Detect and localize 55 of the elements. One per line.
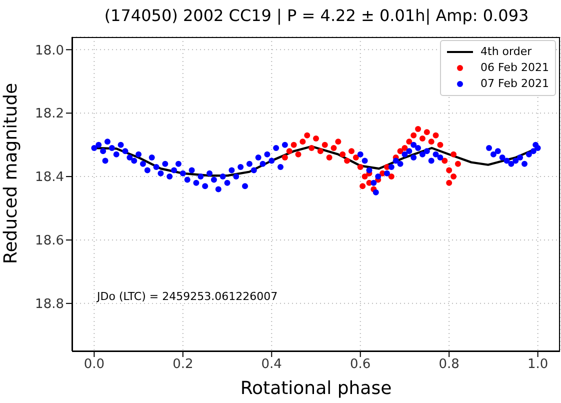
point (286, 148, 292, 154)
point (446, 180, 452, 186)
point (406, 138, 412, 145)
point (352, 154, 359, 161)
y-tick-label: 18.4 (35, 170, 64, 186)
x-tick-label: 0.2 (172, 357, 194, 372)
point (295, 151, 302, 158)
point (428, 138, 434, 145)
point (362, 174, 368, 180)
x-tick-label: 0.6 (350, 357, 371, 372)
point (317, 148, 324, 154)
point (446, 167, 452, 174)
chart-title: (174050) 2002 CC19 | P = 4.22 ± 0.01h| Amp: 0.093 (103, 6, 530, 25)
point (415, 126, 422, 132)
point (304, 132, 310, 138)
annotation: JDo (LTC) = 2459253.061226007 (96, 290, 279, 303)
point (454, 160, 461, 167)
y-tick-label: 18.2 (35, 106, 64, 122)
y-tick-label: 18.0 (35, 43, 64, 58)
point (308, 145, 315, 152)
point (313, 135, 319, 142)
point (340, 151, 346, 158)
y-tick-label: 18.8 (35, 297, 64, 312)
x-tick-label: 0.4 (261, 357, 282, 372)
point (432, 132, 439, 138)
point (419, 135, 426, 142)
point (450, 174, 457, 180)
x-axis-title: Rotational phase (240, 378, 392, 399)
point (282, 154, 288, 161)
legend-label: 07 Feb 2021 (480, 76, 549, 92)
point (424, 129, 430, 136)
point (290, 142, 297, 148)
legend-label: 06 Feb 2021 (480, 60, 549, 76)
y-axis-title: Reduced magnitude (0, 82, 22, 264)
point (397, 148, 404, 154)
point (348, 148, 354, 154)
point (326, 154, 332, 161)
point (330, 145, 337, 152)
point (322, 142, 328, 148)
point (357, 164, 364, 170)
point (388, 174, 394, 180)
x-tick-label: 0.0 (84, 357, 105, 372)
x-tick-label: 1.0 (527, 357, 548, 372)
point (450, 151, 457, 158)
point (335, 138, 342, 145)
x-tick-label: 0.8 (438, 357, 460, 372)
y-tick-label: 18.6 (35, 234, 64, 249)
point (437, 142, 444, 148)
point (402, 145, 408, 152)
point (442, 158, 448, 164)
point (344, 158, 350, 164)
point (300, 138, 306, 145)
point (360, 183, 366, 190)
legend-label: 4th order (480, 44, 532, 60)
point (410, 132, 417, 138)
